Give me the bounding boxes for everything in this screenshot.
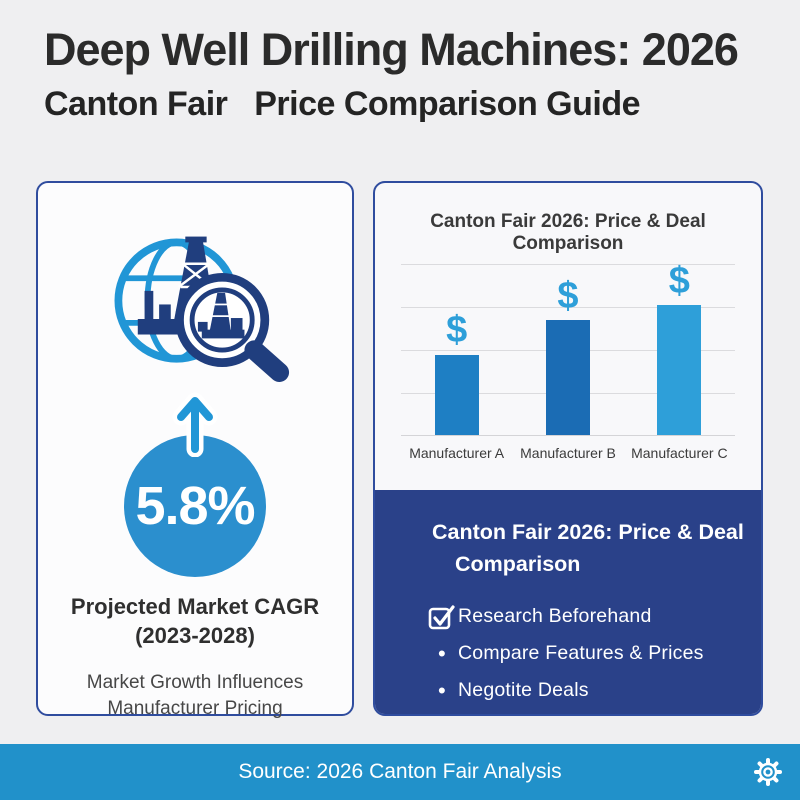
cagr-subcaption-line1: Market Growth Influences — [86, 672, 304, 694]
bar-column: $ — [624, 260, 735, 435]
checklist-item-label: Research Beforehand — [458, 605, 652, 627]
checklist-item: Research Beforehand — [427, 603, 745, 631]
cagr-stat-circle: 5.8% — [124, 435, 266, 577]
panel-checklist: Research Beforehand • Compare Features & P… — [427, 603, 745, 705]
cagr-caption-line1: Projected Market CAGR — [70, 594, 320, 619]
cagr-caption-line2: (2023-2028) — [135, 622, 255, 648]
dollar-icon: $ — [668, 260, 690, 302]
category-label: Manufacturer B — [520, 445, 616, 461]
footer-source-text: Source: 2026 Canton Fair Analysis — [238, 760, 562, 783]
panel-heading: Canton Fair 2026: Price & Deal Compariso… — [375, 516, 761, 581]
bullet-icon: • — [438, 677, 446, 703]
price-bar — [657, 305, 702, 435]
cagr-subcaption: Market Growth Influences Manufacturer Pr… — [38, 670, 352, 721]
price-bar — [434, 354, 479, 435]
market-cagr-card: 5.8% Projected Market CAGR (2023-2028) M… — [36, 181, 354, 719]
chart-title: Canton Fair 2026: Price & Deal Compariso… — [430, 211, 706, 254]
bar-chart: $ $ $ — [401, 260, 735, 436]
price-bar — [545, 320, 590, 435]
checklist-item: • Negotite Deals — [427, 677, 745, 705]
panel-heading-line2: Comparison — [455, 552, 581, 577]
page-subtitle: Canton Fair Price Comparison Guide — [44, 85, 641, 123]
growth-up-arrow-icon — [38, 389, 352, 462]
checklist-item-label: Negotite Deals — [458, 679, 589, 701]
category-label: Manufacturer C — [631, 445, 728, 461]
dollar-icon: $ — [446, 309, 468, 352]
panel-heading-line1: Canton Fair 2026: Price & Deal — [432, 520, 744, 544]
cagr-caption: Projected Market CAGR (2023-2028) — [38, 593, 352, 650]
page-title: Deep Well Drilling Machines: 2026 — [44, 24, 739, 75]
bar-column: $ — [401, 264, 512, 435]
checked-checkbox-icon — [427, 604, 458, 630]
cagr-subcaption-line2: Manufacturer Pricing — [107, 697, 283, 719]
checklist-item: • Compare Features & Prices — [427, 640, 745, 668]
bar-group: $ $ $ — [401, 260, 735, 435]
price-comparison-chart-section: Canton Fair 2026: Price & Deal Compariso… — [375, 183, 761, 490]
checklist-item-label: Compare Features & Prices — [458, 642, 704, 664]
settings-gear-icon[interactable] — [752, 756, 784, 788]
bar-column: $ — [512, 264, 623, 435]
category-label-row: Manufacturer A Manufacturer B Manufacturer… — [401, 445, 735, 461]
bullet-icon: • — [438, 640, 446, 666]
deal-tips-panel: Canton Fair 2026: Price & Deal Compariso… — [375, 490, 761, 714]
cagr-value: 5.8% — [135, 476, 255, 536]
footer-bar: Source: 2026 Canton Fair Analysis — [0, 744, 800, 800]
globe-drilling-magnifier-icon — [93, 223, 297, 383]
price-comparison-card: Canton Fair 2026: Price & Deal Compariso… — [373, 181, 763, 716]
category-label: Manufacturer A — [409, 445, 505, 461]
dollar-icon: $ — [557, 275, 579, 318]
